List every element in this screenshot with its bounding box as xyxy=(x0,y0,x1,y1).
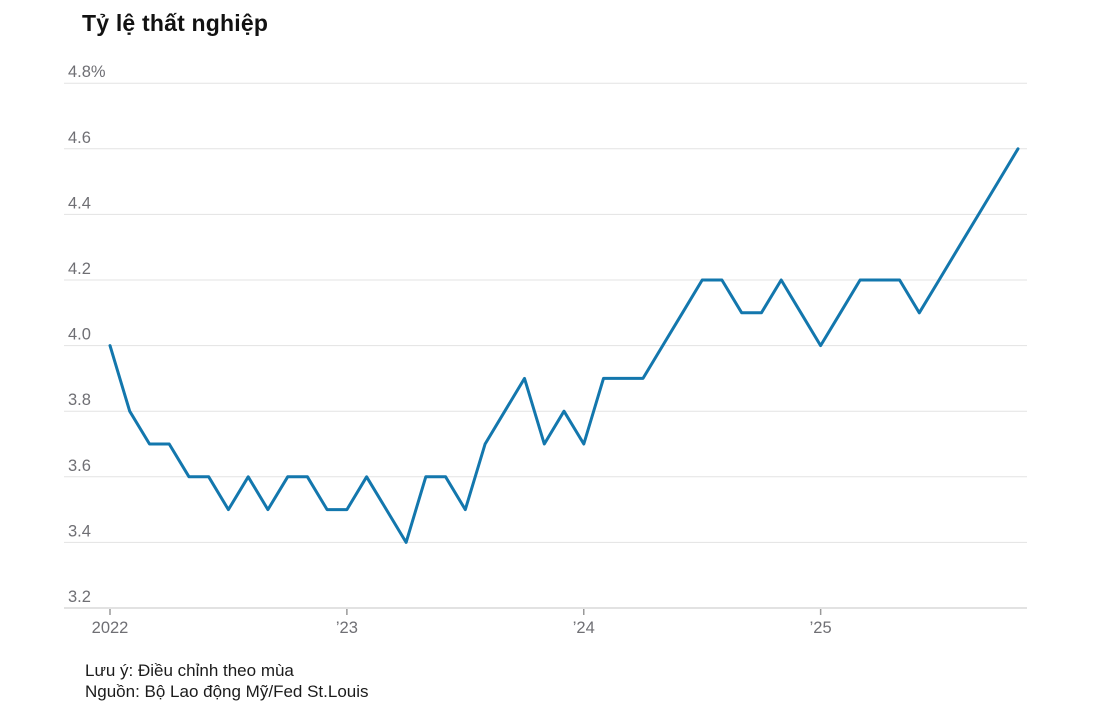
y-axis-labels: 3.2 3.4 3.6 3.8 4.0 4.2 4.4 4.6 4.8% xyxy=(68,63,106,606)
x-tick-label: ’23 xyxy=(336,619,358,637)
y-tick-label: 3.6 xyxy=(68,457,91,475)
footer-source: Nguồn: Bộ Lao động Mỹ/Fed St.Louis xyxy=(85,682,369,701)
y-gridlines xyxy=(64,82,1027,609)
chart-title: Tỷ lệ thất nghiệp xyxy=(82,10,269,36)
y-tick-label: 3.2 xyxy=(68,588,91,606)
y-tick-label: 3.8 xyxy=(68,391,91,409)
x-axis-labels: 2022 ’23 ’24 ’25 xyxy=(92,619,832,637)
y-tick-label: 4.6 xyxy=(68,129,91,147)
x-tick-label: ’24 xyxy=(573,619,595,637)
chart-footer: Lưu ý: Điều chỉnh theo mùa Nguồn: Bộ Lao… xyxy=(85,660,369,702)
x-tick-label: 2022 xyxy=(92,619,129,637)
footer-note: Lưu ý: Điều chỉnh theo mùa xyxy=(85,661,294,680)
y-tick-label: 4.4 xyxy=(68,194,91,212)
line-chart: 3.2 3.4 3.6 3.8 4.0 4.2 4.4 4.6 4.8% 2022 ’23 ’24 ’2… xyxy=(64,63,1027,637)
unemployment-rate-line xyxy=(108,147,1020,544)
y-tick-label: 4.8% xyxy=(68,63,106,81)
x-axis-ticks xyxy=(109,609,822,615)
y-tick-label: 4.2 xyxy=(68,260,91,278)
y-tick-label: 3.4 xyxy=(68,522,91,540)
y-tick-label: 4.0 xyxy=(68,326,91,344)
x-tick-label: ’25 xyxy=(810,619,832,637)
